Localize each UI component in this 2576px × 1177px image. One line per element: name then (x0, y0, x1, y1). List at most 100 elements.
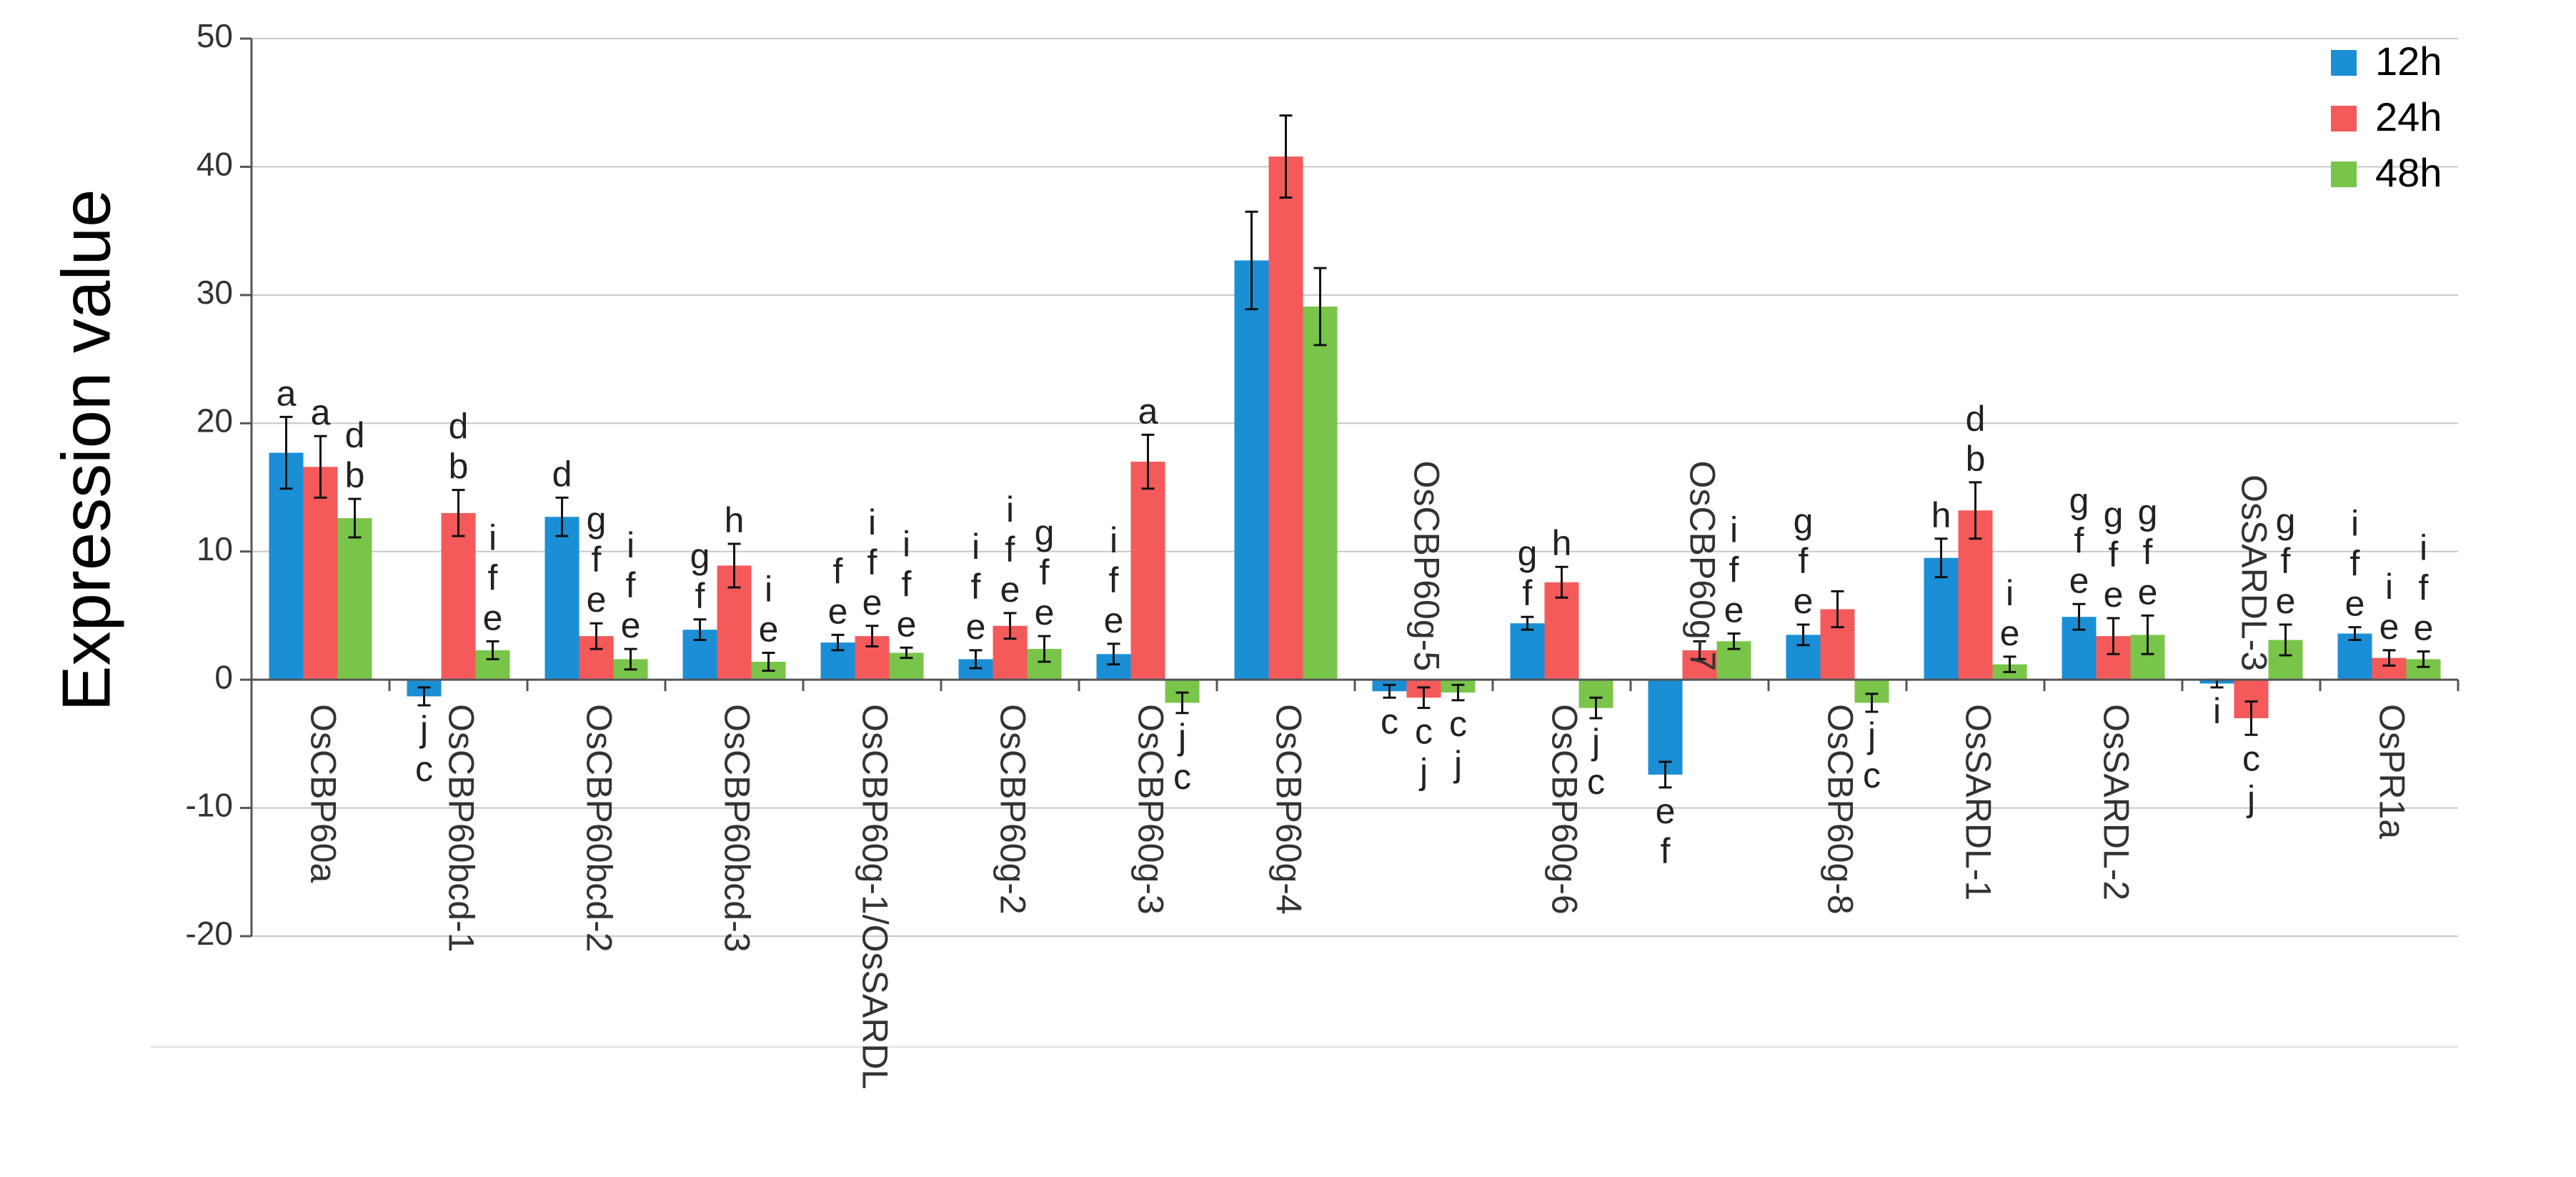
significance-letter: g (2138, 492, 2158, 532)
bar-48h (1303, 307, 1338, 680)
significance-letter: f (1109, 560, 1119, 600)
significance-letter: e (621, 605, 641, 645)
y-tick-label: -10 (186, 787, 233, 824)
significance-letter: j (1177, 717, 1186, 757)
significance-letter: h (1931, 495, 1951, 535)
significance-letter: i (2385, 567, 2393, 607)
significance-letter: f (902, 564, 912, 604)
y-tick-label: -20 (186, 915, 233, 952)
significance-letter: c (1415, 712, 1433, 752)
category-label: OsSARDL-2 (2096, 704, 2136, 900)
significance-letter: e (862, 582, 882, 622)
bar-24h (1130, 462, 1165, 680)
significance-letter: e (2000, 613, 2020, 653)
y-axis-title: Expression value (48, 189, 124, 711)
significance-letter: c (2242, 738, 2260, 778)
significance-letter: e (2379, 607, 2400, 647)
legend: 12h 24h 48h (2331, 39, 2442, 195)
bar-12h (1234, 260, 1269, 680)
significance-letter: f (626, 565, 636, 605)
significance-letter: g (1518, 533, 1538, 573)
significance-letter: d (449, 407, 469, 447)
category-label: OsCBP60bcd-3 (717, 704, 757, 952)
significance-letter: e (897, 604, 917, 644)
significance-letter: j (2246, 778, 2255, 818)
significance-letter: f (1661, 831, 1671, 871)
significance-letter: e (1104, 600, 1124, 640)
significance-letter: e (1656, 791, 1676, 831)
bar-12h (2337, 633, 2372, 680)
significance-letter: f (867, 542, 877, 582)
significance-letter: f (1729, 550, 1739, 590)
significance-letter: f (2143, 532, 2153, 572)
significance-letter: f (592, 540, 602, 580)
significance-letter: f (1005, 530, 1015, 570)
significance-letter: f (2419, 568, 2429, 608)
significance-letter: h (1552, 523, 1572, 563)
significance-letter: a (277, 373, 297, 413)
significance-letter: e (2104, 575, 2124, 615)
significance-letter: i (2213, 691, 2221, 731)
significance-letter: e (1794, 581, 1814, 621)
bar-24h (303, 467, 338, 680)
significance-letter: c (1587, 762, 1605, 802)
significance-letter: e (2138, 572, 2158, 612)
significance-letter: c (415, 749, 433, 789)
significance-letter: j (1591, 722, 1600, 762)
significance-letter: g (2069, 480, 2089, 520)
category-label: OsCBP60a (303, 704, 343, 883)
significance-letter: e (2069, 560, 2089, 600)
significance-letter: j (1418, 752, 1428, 792)
category-label: OsSARDL-3 (2234, 475, 2274, 671)
significance-letter: j (419, 709, 428, 749)
bar-12h (269, 452, 304, 680)
significance-letter: e (587, 580, 607, 620)
category-label: OsCBP60bcd-1 (441, 704, 481, 952)
category-label: OsPR1a (2372, 704, 2412, 839)
significance-letter: f (488, 557, 498, 597)
significance-letter: c (1173, 757, 1191, 797)
category-label: OsSARDL-1 (1958, 704, 1998, 900)
significance-letter: f (1799, 541, 1809, 581)
category-label: OsCBP60g-1/OsSARDL (855, 704, 895, 1089)
category-label: OsCBP60bcd-2 (579, 704, 619, 952)
significance-letter: g (1035, 512, 1055, 552)
significance-letter: f (2074, 520, 2084, 560)
significance-letter: e (759, 609, 779, 649)
significance-letter: d (345, 415, 365, 455)
significance-letter: c (1863, 755, 1881, 795)
significance-letter: e (2345, 584, 2365, 624)
significance-letter: d (1966, 399, 1986, 439)
significance-letter: g (587, 500, 607, 540)
legend-swatch-24h (2331, 106, 2357, 131)
significance-letter: b (1966, 439, 1986, 479)
legend-label-12h: 12h (2375, 39, 2442, 84)
y-tick-label: 30 (197, 274, 233, 311)
significance-letter: i (902, 524, 910, 564)
category-label: OsCBP60g-7 (1682, 461, 1722, 672)
y-tick-label: 20 (197, 402, 233, 439)
bar-12h (1510, 623, 1545, 680)
significance-letter: j (1866, 715, 1876, 755)
significance-letter: b (449, 447, 469, 487)
significance-letter: f (971, 567, 981, 607)
significance-letter: f (2350, 544, 2360, 584)
significance-letter: i (1006, 490, 1014, 530)
significance-letter: i (2420, 528, 2427, 568)
significance-letter: f (1523, 573, 1533, 613)
significance-letter: g (2276, 501, 2296, 541)
significance-letter: i (1110, 520, 1118, 560)
legend-label-24h: 24h (2375, 94, 2442, 139)
bar-48h (337, 518, 372, 680)
significance-letter: f (833, 551, 843, 591)
significance-letter: i (868, 502, 876, 542)
significance-letter: b (345, 455, 365, 495)
significance-letter: i (972, 527, 980, 567)
significance-letter: e (1035, 592, 1055, 632)
gridlines (150, 38, 2458, 1048)
bars (269, 114, 2441, 789)
significance-letter: e (2276, 581, 2296, 621)
significance-letter: e (1724, 590, 1744, 630)
